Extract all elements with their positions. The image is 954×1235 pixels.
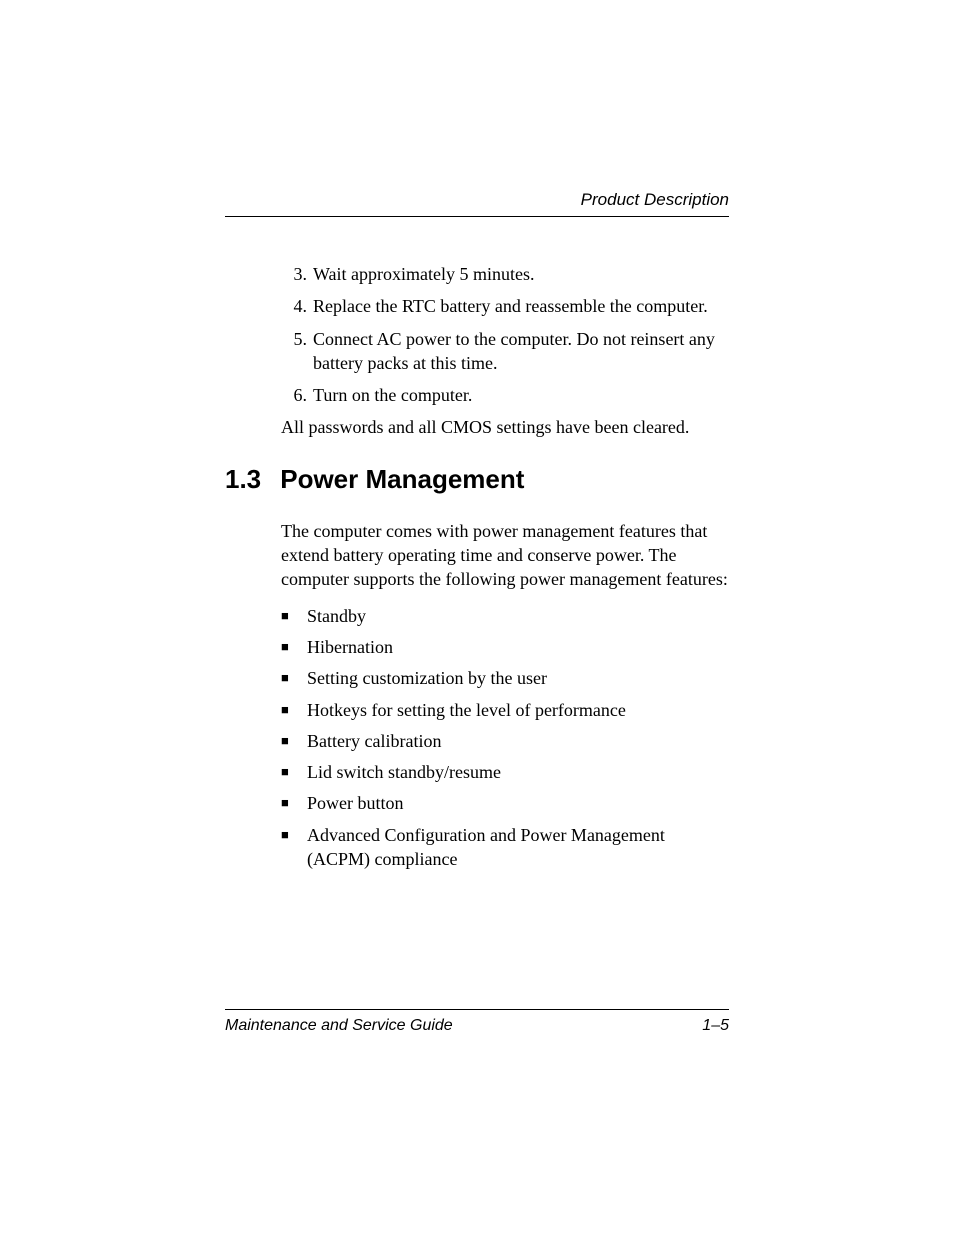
bullet-marker-icon: ■ xyxy=(281,760,307,784)
step-number: 5. xyxy=(285,327,307,376)
bullet-marker-icon: ■ xyxy=(281,823,307,872)
footer-page-number: 1–5 xyxy=(702,1017,729,1035)
section-number: 1.3 xyxy=(225,464,273,495)
page-content: Product Description 3. Wait approximatel… xyxy=(0,0,954,871)
bullet-text: Standby xyxy=(307,604,729,628)
bullet-item: ■ Lid switch standby/resume xyxy=(281,760,729,784)
chapter-title: Product Description xyxy=(581,190,729,209)
intro-paragraph: The computer comes with power management… xyxy=(281,519,729,592)
bullet-marker-icon: ■ xyxy=(281,791,307,815)
bullet-item: ■ Setting customization by the user xyxy=(281,666,729,690)
bullet-text: Battery calibration xyxy=(307,729,729,753)
footer-doc-title: Maintenance and Service Guide xyxy=(225,1017,453,1035)
page-footer: Maintenance and Service Guide 1–5 xyxy=(225,1009,729,1035)
step-number: 4. xyxy=(285,294,307,318)
bullet-marker-icon: ■ xyxy=(281,604,307,628)
bullet-marker-icon: ■ xyxy=(281,729,307,753)
step-text: Turn on the computer. xyxy=(313,383,729,407)
numbered-step: 6. Turn on the computer. xyxy=(285,383,729,407)
bullet-text: Advanced Configuration and Power Managem… xyxy=(307,823,729,872)
bullet-item: ■ Battery calibration xyxy=(281,729,729,753)
bullet-text: Setting customization by the user xyxy=(307,666,729,690)
step-text: Wait approximately 5 minutes. xyxy=(313,262,729,286)
bullet-item: ■ Advanced Configuration and Power Manag… xyxy=(281,823,729,872)
bullet-item: ■ Hotkeys for setting the level of perfo… xyxy=(281,698,729,722)
bullet-item: ■ Power button xyxy=(281,791,729,815)
bullet-list: ■ Standby ■ Hibernation ■ Setting custom… xyxy=(281,604,729,872)
bullet-marker-icon: ■ xyxy=(281,666,307,690)
step-number: 3. xyxy=(285,262,307,286)
numbered-step: 5. Connect AC power to the computer. Do … xyxy=(285,327,729,376)
section-title: Power Management xyxy=(280,464,524,494)
numbered-step: 4. Replace the RTC battery and reassembl… xyxy=(285,294,729,318)
bullet-marker-icon: ■ xyxy=(281,635,307,659)
numbered-list: 3. Wait approximately 5 minutes. 4. Repl… xyxy=(285,262,729,407)
bullet-text: Power button xyxy=(307,791,729,815)
numbered-step: 3. Wait approximately 5 minutes. xyxy=(285,262,729,286)
bullet-text: Hotkeys for setting the level of perform… xyxy=(307,698,729,722)
section-heading: 1.3 Power Management xyxy=(225,464,729,495)
closing-paragraph: All passwords and all CMOS settings have… xyxy=(281,415,729,439)
step-number: 6. xyxy=(285,383,307,407)
bullet-marker-icon: ■ xyxy=(281,698,307,722)
step-text: Replace the RTC battery and reassemble t… xyxy=(313,294,729,318)
running-header: Product Description xyxy=(225,190,729,217)
bullet-text: Hibernation xyxy=(307,635,729,659)
step-text: Connect AC power to the computer. Do not… xyxy=(313,327,729,376)
bullet-text: Lid switch standby/resume xyxy=(307,760,729,784)
bullet-item: ■ Standby xyxy=(281,604,729,628)
bullet-item: ■ Hibernation xyxy=(281,635,729,659)
